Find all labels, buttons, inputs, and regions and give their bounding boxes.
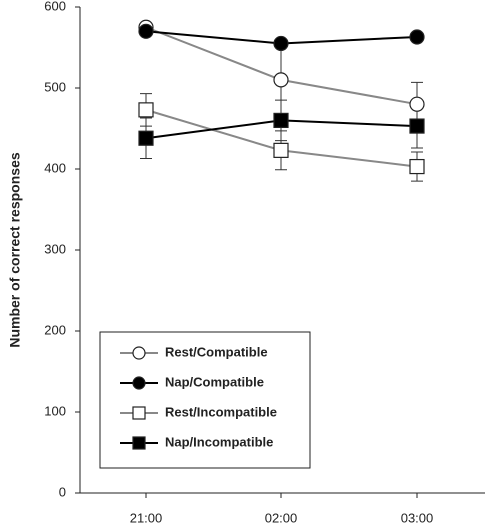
- marker: [409, 118, 425, 134]
- marker: [273, 112, 289, 129]
- marker: [132, 406, 146, 420]
- y-tick-label: 600: [44, 0, 66, 13]
- legend-label: Nap/Compatible: [165, 374, 264, 389]
- y-tick-label: 0: [59, 484, 66, 499]
- marker: [409, 96, 425, 112]
- marker: [409, 29, 425, 45]
- marker: [132, 376, 146, 390]
- marker: [132, 346, 146, 360]
- legend-label: Rest/Compatible: [165, 344, 268, 359]
- marker: [409, 158, 425, 175]
- x-tick-label: 21:00: [130, 510, 163, 525]
- y-tick-label: 400: [44, 160, 66, 175]
- legend-label: Rest/Incompatible: [165, 404, 277, 419]
- y-tick-label: 300: [44, 241, 66, 256]
- marker: [273, 35, 289, 52]
- marker: [138, 23, 154, 39]
- marker: [273, 72, 289, 88]
- y-axis-title: Number of correct responses: [7, 152, 23, 347]
- marker: [132, 436, 146, 450]
- marker: [138, 102, 154, 118]
- y-tick-label: 200: [44, 322, 66, 337]
- x-tick-label: 02:00: [265, 510, 298, 525]
- legend-label: Nap/Incompatible: [165, 434, 273, 449]
- y-tick-label: 500: [44, 79, 66, 94]
- x-tick-label: 03:00: [401, 510, 434, 525]
- marker: [138, 130, 154, 146]
- y-tick-label: 100: [44, 403, 66, 418]
- marker: [273, 142, 289, 158]
